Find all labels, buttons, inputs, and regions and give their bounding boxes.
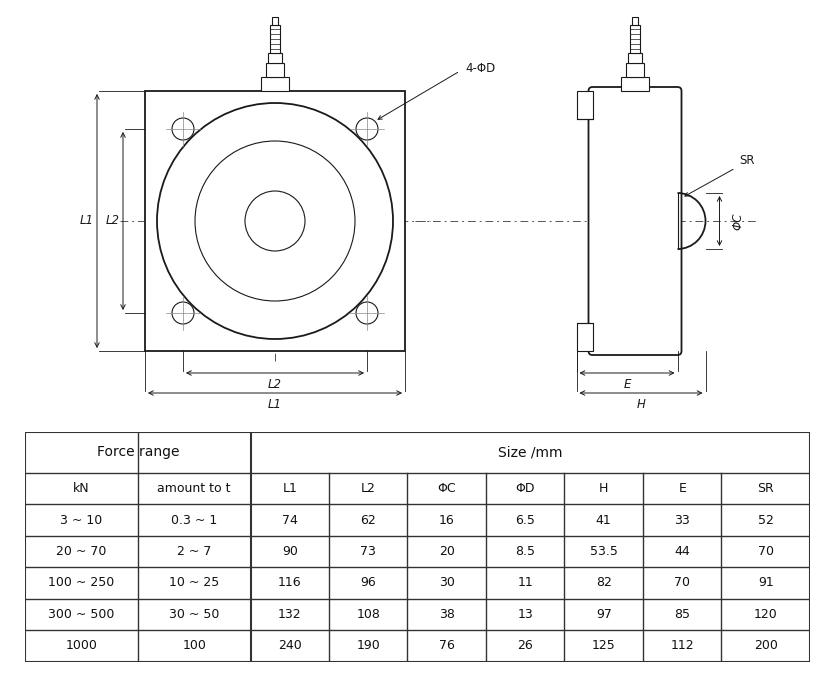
Text: 100 ~ 250: 100 ~ 250 [48, 576, 114, 589]
Text: 30 ~ 50: 30 ~ 50 [169, 608, 220, 621]
Text: 82: 82 [595, 576, 612, 589]
Circle shape [172, 118, 194, 140]
Text: L2: L2 [106, 215, 120, 227]
Bar [576, 91, 593, 119]
Text: 20: 20 [438, 545, 455, 558]
Bar [621, 77, 649, 91]
Circle shape [157, 103, 393, 339]
Text: Force range: Force range [97, 446, 179, 460]
Text: ΦC: ΦC [731, 212, 745, 230]
Text: 132: 132 [278, 608, 301, 621]
Circle shape [356, 118, 378, 140]
Text: 38: 38 [438, 608, 455, 621]
Text: L1: L1 [282, 482, 297, 495]
Text: 116: 116 [278, 576, 301, 589]
Text: 4-ΦD: 4-ΦD [465, 61, 495, 74]
Text: 96: 96 [361, 576, 376, 589]
Text: 3 ~ 10: 3 ~ 10 [60, 514, 103, 526]
Bar [268, 53, 282, 63]
Text: 6.5: 6.5 [515, 514, 535, 526]
Text: 16: 16 [439, 514, 454, 526]
Bar [630, 25, 640, 53]
Text: 76: 76 [438, 639, 455, 652]
Text: 62: 62 [361, 514, 376, 526]
Text: 300 ~ 500: 300 ~ 500 [48, 608, 114, 621]
Bar [272, 17, 278, 25]
Text: 26: 26 [518, 639, 533, 652]
Text: 97: 97 [595, 608, 612, 621]
Text: 1000: 1000 [65, 639, 98, 652]
Text: 240: 240 [278, 639, 301, 652]
Text: 85: 85 [674, 608, 691, 621]
Text: 20 ~ 70: 20 ~ 70 [56, 545, 107, 558]
Text: 91: 91 [758, 576, 773, 589]
Text: 70: 70 [674, 576, 691, 589]
Text: 44: 44 [675, 545, 690, 558]
Text: 41: 41 [596, 514, 611, 526]
Text: 11: 11 [518, 576, 533, 589]
Circle shape [356, 302, 378, 324]
Bar [632, 17, 638, 25]
Circle shape [172, 302, 194, 324]
Text: ΦC: ΦC [438, 482, 456, 495]
Circle shape [245, 191, 305, 251]
FancyBboxPatch shape [589, 87, 681, 355]
Bar [270, 25, 280, 53]
Text: SR: SR [757, 482, 774, 495]
Text: E: E [678, 482, 686, 495]
Text: amount to t: amount to t [157, 482, 231, 495]
Text: kN: kN [73, 482, 89, 495]
Text: 108: 108 [357, 608, 380, 621]
Text: 73: 73 [360, 545, 377, 558]
Text: 120: 120 [754, 608, 777, 621]
Text: L2: L2 [361, 482, 376, 495]
Text: H: H [599, 482, 609, 495]
Bar [626, 63, 644, 77]
Bar [628, 53, 642, 63]
Text: E: E [623, 377, 630, 391]
Text: 8.5: 8.5 [515, 545, 535, 558]
Text: L1: L1 [80, 215, 94, 227]
Text: 33: 33 [675, 514, 690, 526]
Bar [266, 63, 284, 77]
Text: 52: 52 [757, 514, 774, 526]
Text: 74: 74 [281, 514, 298, 526]
Text: 125: 125 [592, 639, 615, 652]
Text: 0.3 ~ 1: 0.3 ~ 1 [171, 514, 217, 526]
Text: L1: L1 [268, 398, 282, 410]
Text: H: H [636, 398, 645, 410]
Text: 100: 100 [182, 639, 206, 652]
Bar [145, 91, 405, 351]
Text: L2: L2 [268, 377, 282, 391]
Text: 53.5: 53.5 [590, 545, 618, 558]
Text: 190: 190 [357, 639, 380, 652]
Text: 2 ~ 7: 2 ~ 7 [177, 545, 211, 558]
Text: 90: 90 [281, 545, 298, 558]
Text: 13: 13 [518, 608, 533, 621]
Text: Size /mm: Size /mm [498, 446, 563, 460]
Text: 112: 112 [671, 639, 694, 652]
Bar [261, 77, 289, 91]
Text: 30: 30 [438, 576, 455, 589]
Text: ΦD: ΦD [515, 482, 535, 495]
Text: 70: 70 [757, 545, 774, 558]
Text: 10 ~ 25: 10 ~ 25 [169, 576, 220, 589]
Text: 200: 200 [754, 639, 777, 652]
Circle shape [195, 141, 355, 301]
Bar [576, 323, 593, 351]
Text: SR: SR [740, 153, 755, 167]
